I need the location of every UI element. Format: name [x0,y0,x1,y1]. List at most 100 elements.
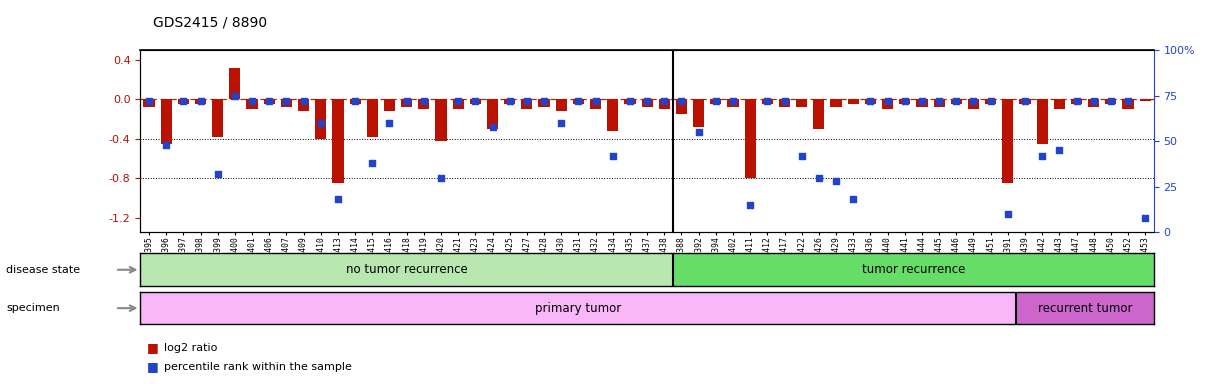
Point [569,98,589,104]
Point [895,98,915,104]
Point [810,175,829,181]
Point [706,98,725,104]
Bar [161,99,172,144]
Bar [521,99,532,109]
Point [637,98,657,104]
Point [998,211,1017,217]
Text: disease state: disease state [6,265,81,275]
Bar [178,99,189,104]
Point [518,98,537,104]
Bar [470,99,481,104]
Point [208,171,227,177]
Point [929,98,949,104]
Text: recurrent tumor: recurrent tumor [1038,302,1132,314]
Bar [813,99,824,129]
Bar [453,99,464,109]
Bar [140,292,1016,324]
Point [1067,98,1087,104]
Text: tumor recurrence: tumor recurrence [862,263,965,276]
Bar [882,99,894,109]
Point [311,120,331,126]
Bar [143,99,155,107]
Point [844,197,863,203]
Bar [538,99,549,107]
Point [792,153,812,159]
Bar [673,253,1154,286]
Bar [195,99,206,104]
Point [431,175,451,181]
Point [294,98,314,104]
Point [672,98,691,104]
Point [414,98,433,104]
Text: specimen: specimen [6,303,60,313]
Point [586,98,606,104]
Point [861,98,880,104]
Bar [728,99,739,107]
Bar [934,99,945,107]
Point [963,98,983,104]
Bar [779,99,790,107]
Bar [281,99,292,107]
Point [654,98,674,104]
Bar [985,99,996,104]
Bar [745,99,756,178]
Bar [400,99,413,107]
Bar [1139,99,1151,101]
Bar [830,99,841,107]
Point [603,153,623,159]
Point [1050,147,1070,153]
Bar [140,253,673,286]
Bar [1054,99,1065,109]
Point [346,98,365,104]
Point [173,98,193,104]
Bar [212,99,223,137]
Bar [230,68,241,99]
Text: ■: ■ [147,360,159,373]
Bar [762,99,773,104]
Bar [315,99,326,139]
Point [946,98,966,104]
Point [552,120,571,126]
Text: ■: ■ [147,341,159,354]
Bar [864,99,875,104]
Point [535,98,554,104]
Point [277,98,297,104]
Bar [1105,99,1116,104]
Point [1118,98,1138,104]
Point [225,93,244,99]
Text: log2 ratio: log2 ratio [164,343,217,353]
Bar [1122,99,1133,109]
Bar [899,99,911,104]
Point [757,98,777,104]
Point [380,120,399,126]
Bar [504,99,515,104]
Bar [349,99,360,104]
Point [1084,98,1104,104]
Bar [264,99,275,104]
Text: no tumor recurrence: no tumor recurrence [346,263,468,276]
Point [740,202,759,208]
Point [190,98,210,104]
Point [1136,215,1155,221]
Point [723,98,742,104]
Bar [1002,99,1013,183]
Bar [847,99,858,104]
Point [827,178,846,184]
Point [242,98,261,104]
Text: primary tumor: primary tumor [535,302,621,314]
Bar [711,99,722,104]
Bar [917,99,928,107]
Bar [1088,99,1099,107]
Bar [1020,99,1031,104]
Bar [968,99,979,109]
Bar [366,99,377,137]
Point [328,197,348,203]
Point [260,98,280,104]
Point [620,98,640,104]
Bar [590,99,601,109]
Bar [332,99,343,183]
Text: GDS2415 / 8890: GDS2415 / 8890 [153,15,266,29]
Point [775,98,795,104]
Point [878,98,897,104]
Point [397,98,416,104]
